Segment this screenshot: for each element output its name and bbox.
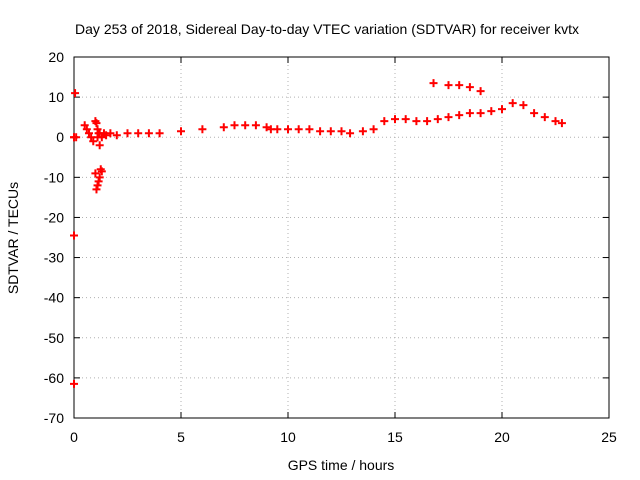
- data-point: [273, 125, 282, 134]
- data-point: [71, 89, 80, 98]
- y-tick-label: -10: [44, 169, 64, 185]
- data-point: [95, 173, 104, 182]
- data-point: [557, 119, 566, 128]
- data-point: [316, 127, 325, 136]
- data-point: [134, 129, 143, 138]
- data-point: [551, 117, 560, 126]
- data-point: [487, 107, 496, 116]
- data-point: [519, 101, 528, 110]
- data-point: [530, 109, 539, 118]
- data-point: [262, 123, 271, 132]
- data-point: [241, 121, 250, 130]
- x-axis-label: GPS time / hours: [288, 457, 395, 473]
- data-point: [358, 127, 367, 136]
- data-point: [476, 109, 485, 118]
- plot-frame: [73, 56, 610, 419]
- data-point: [444, 113, 453, 122]
- data-point: [70, 231, 78, 240]
- data-point: [102, 131, 111, 140]
- data-point: [177, 127, 185, 136]
- data-point: [80, 121, 89, 130]
- data-point: [70, 133, 78, 142]
- data-point: [219, 123, 228, 132]
- y-tick-label: -30: [44, 250, 64, 266]
- y-tick-label: -20: [44, 209, 64, 225]
- data-point: [429, 79, 438, 88]
- data-point: [230, 121, 239, 130]
- data-point: [84, 129, 93, 138]
- data-point: [97, 133, 106, 142]
- data-point: [97, 167, 106, 176]
- data-point: [346, 129, 355, 138]
- data-point: [198, 125, 207, 134]
- y-tick-label: 20: [48, 49, 64, 65]
- x-tick-label: 15: [387, 429, 403, 445]
- data-point: [455, 111, 464, 120]
- data-point: [93, 125, 102, 134]
- data-point: [433, 115, 442, 124]
- data-point: [294, 125, 303, 134]
- data-point: [423, 117, 432, 126]
- data-point: [251, 121, 260, 130]
- data-point: [326, 127, 335, 136]
- data-point: [305, 125, 314, 134]
- data-point: [401, 115, 410, 124]
- data-points: [70, 79, 566, 388]
- data-point: [89, 137, 98, 146]
- data-point: [106, 129, 115, 138]
- x-tick-label: 10: [280, 429, 296, 445]
- data-point: [91, 169, 100, 178]
- data-point: [369, 125, 378, 134]
- y-axis-label: SDTVAR / TECUs: [5, 182, 21, 294]
- x-tick-labels: 0 5 10 15 20 25: [70, 429, 617, 445]
- data-point: [476, 87, 485, 96]
- y-tick-label: 10: [48, 89, 64, 105]
- grid: [74, 57, 609, 418]
- data-point: [391, 115, 399, 124]
- y-tick-label: 0: [56, 129, 64, 145]
- data-point: [465, 83, 474, 92]
- x-tick-label: 20: [494, 429, 510, 445]
- data-point: [155, 129, 164, 138]
- data-point: [112, 131, 121, 140]
- data-point: [93, 181, 102, 190]
- x-tick-label: 0: [70, 429, 78, 445]
- data-point: [94, 177, 103, 186]
- data-point: [465, 109, 474, 118]
- y-tick-label: -40: [44, 290, 64, 306]
- data-point: [380, 117, 389, 126]
- axis-ticks: [73, 56, 610, 419]
- data-point: [444, 81, 453, 90]
- data-point: [92, 119, 101, 128]
- data-point: [144, 129, 153, 138]
- data-point: [123, 129, 132, 138]
- x-tick-label: 25: [601, 429, 617, 445]
- chart-title: Day 253 of 2018, Sidereal Day-to-day VTE…: [75, 21, 579, 37]
- y-tick-labels: 20 10 0 -10 -20 -30 -40 -50 -60 -70: [44, 49, 64, 426]
- data-point: [455, 81, 464, 90]
- data-point: [92, 185, 101, 194]
- data-point: [508, 99, 517, 108]
- data-point: [540, 113, 549, 122]
- data-point: [82, 125, 91, 134]
- data-point: [498, 105, 506, 114]
- y-tick-label: -60: [44, 370, 64, 386]
- y-tick-label: -50: [44, 330, 64, 346]
- data-point: [284, 125, 292, 134]
- data-point: [70, 379, 78, 388]
- data-point: [412, 117, 421, 126]
- y-tick-label: -70: [44, 410, 64, 426]
- data-point: [95, 141, 104, 150]
- x-tick-label: 5: [177, 429, 185, 445]
- data-point: [337, 127, 346, 136]
